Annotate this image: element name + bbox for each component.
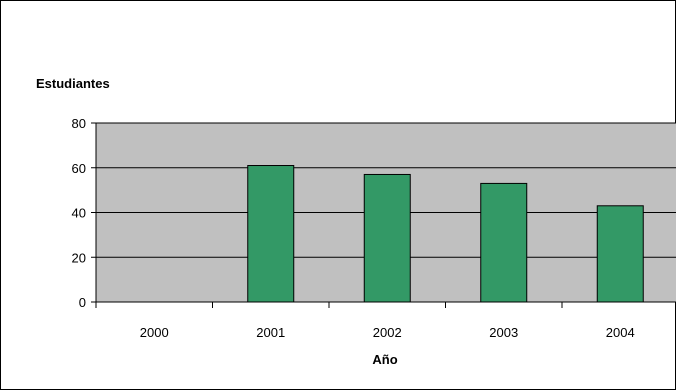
bar-2003 (480, 182, 528, 303)
x-axis-ticks: 2000 2001 2002 2003 2004 (95, 302, 635, 340)
x-tick-label-2001: 2001 (256, 325, 285, 340)
bar-2004 (596, 205, 644, 303)
y-tick-label: 80 (72, 116, 86, 131)
y-tick-label: 0 (79, 295, 86, 310)
bar-2001 (247, 165, 295, 303)
y-axis-title: Estudiantes (36, 76, 110, 91)
bar-2002 (363, 173, 411, 303)
y-tick-label: 40 (72, 206, 86, 221)
y-tick-label: 20 (72, 250, 86, 265)
y-axis-ticks: 0 20 40 60 80 (72, 116, 96, 310)
x-tick-label-2002: 2002 (373, 325, 402, 340)
x-tick-label-2003: 2003 (489, 325, 518, 340)
y-tick-label: 60 (72, 161, 86, 176)
bars (247, 165, 644, 303)
x-tick-label-2000: 2000 (140, 325, 169, 340)
x-tick-label-2004: 2004 (606, 325, 635, 340)
x-axis-title: Año (372, 352, 397, 367)
